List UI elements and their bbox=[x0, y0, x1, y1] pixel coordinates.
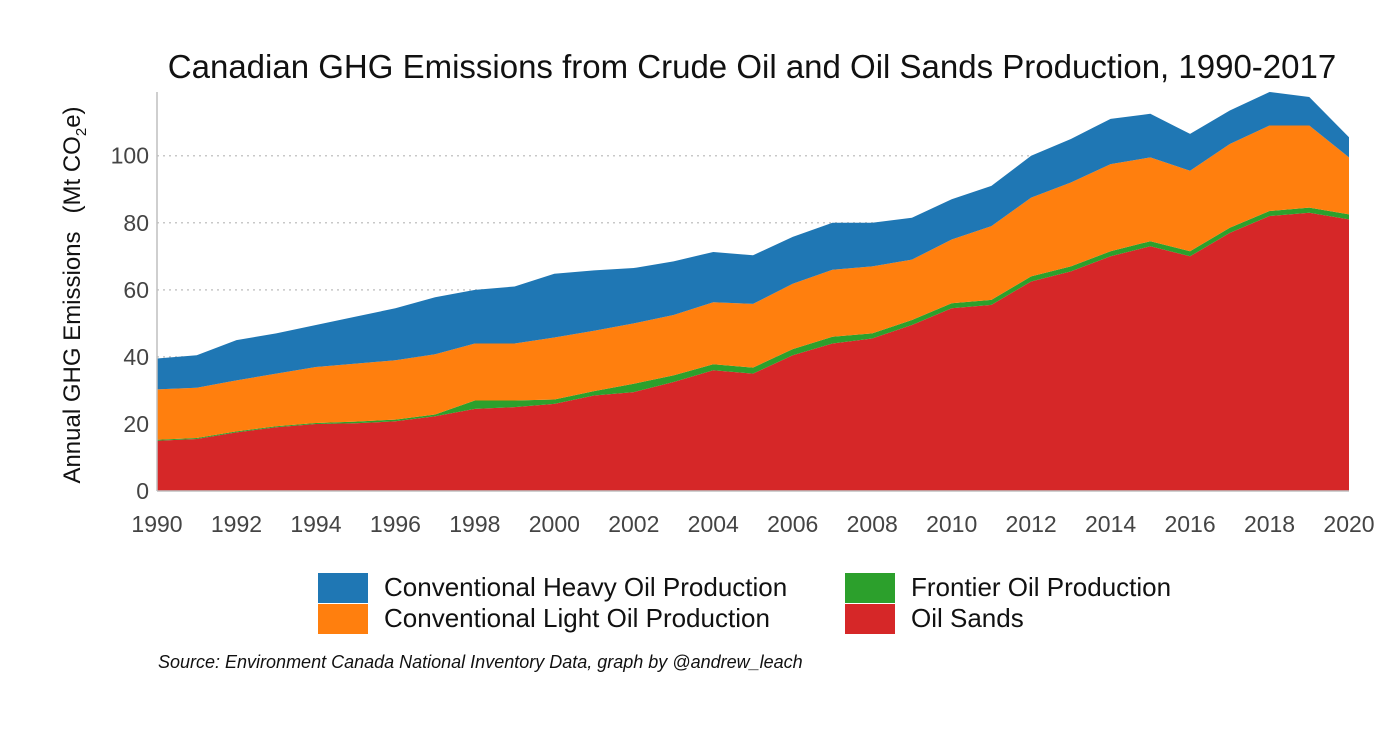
x-tick-2012: 2012 bbox=[1006, 511, 1057, 537]
x-tick-1994: 1994 bbox=[290, 511, 341, 537]
y-tick-60: 60 bbox=[123, 277, 149, 303]
y-tick-labels: 0 20 40 60 80 100 bbox=[111, 143, 149, 504]
legend-label-frontier: Frontier Oil Production bbox=[911, 572, 1171, 602]
x-tick-2006: 2006 bbox=[767, 511, 818, 537]
area-conventional-light-oil-production bbox=[157, 125, 1349, 440]
axes bbox=[156, 92, 1349, 492]
source-note: Source: Environment Canada National Inve… bbox=[158, 652, 803, 672]
x-tick-1990: 1990 bbox=[131, 511, 182, 537]
legend-swatch-heavy bbox=[318, 573, 368, 603]
y-tick-20: 20 bbox=[123, 411, 149, 437]
y-tick-0: 0 bbox=[136, 478, 149, 504]
legend-swatch-light bbox=[318, 604, 368, 634]
legend-swatch-frontier bbox=[845, 573, 895, 603]
x-tick-1996: 1996 bbox=[370, 511, 421, 537]
area-oil-sands bbox=[157, 212, 1349, 491]
x-tick-2010: 2010 bbox=[926, 511, 977, 537]
area-conventional-heavy-oil-production bbox=[157, 92, 1349, 390]
y-axis-label: Annual GHG Emissions(Mt CO2e) bbox=[59, 106, 90, 483]
x-tick-2008: 2008 bbox=[847, 511, 898, 537]
x-tick-labels: 1990 1992 1994 1996 1998 2000 2002 2004 2006 2008… bbox=[131, 511, 1374, 537]
y-tick-100: 100 bbox=[111, 143, 149, 169]
legend-label-oilsands: Oil Sands bbox=[911, 603, 1024, 633]
x-tick-2016: 2016 bbox=[1164, 511, 1215, 537]
legend-swatch-oilsands bbox=[845, 604, 895, 634]
legend-label-light: Conventional Light Oil Production bbox=[384, 603, 770, 633]
x-tick-2018: 2018 bbox=[1244, 511, 1295, 537]
x-tick-2004: 2004 bbox=[688, 511, 739, 537]
x-tick-2000: 2000 bbox=[529, 511, 580, 537]
stacked-areas bbox=[157, 92, 1349, 491]
x-tick-2020: 2020 bbox=[1323, 511, 1374, 537]
legend: Conventional Heavy Oil Production Conven… bbox=[318, 572, 1171, 634]
y-tick-80: 80 bbox=[123, 210, 149, 236]
x-tick-1998: 1998 bbox=[449, 511, 500, 537]
x-tick-2002: 2002 bbox=[608, 511, 659, 537]
legend-label-heavy: Conventional Heavy Oil Production bbox=[384, 572, 787, 602]
area-frontier-oil-production bbox=[157, 207, 1349, 441]
chart-title: Canadian GHG Emissions from Crude Oil an… bbox=[168, 48, 1336, 85]
y-tick-40: 40 bbox=[123, 344, 149, 370]
x-tick-2014: 2014 bbox=[1085, 511, 1136, 537]
x-tick-1992: 1992 bbox=[211, 511, 262, 537]
